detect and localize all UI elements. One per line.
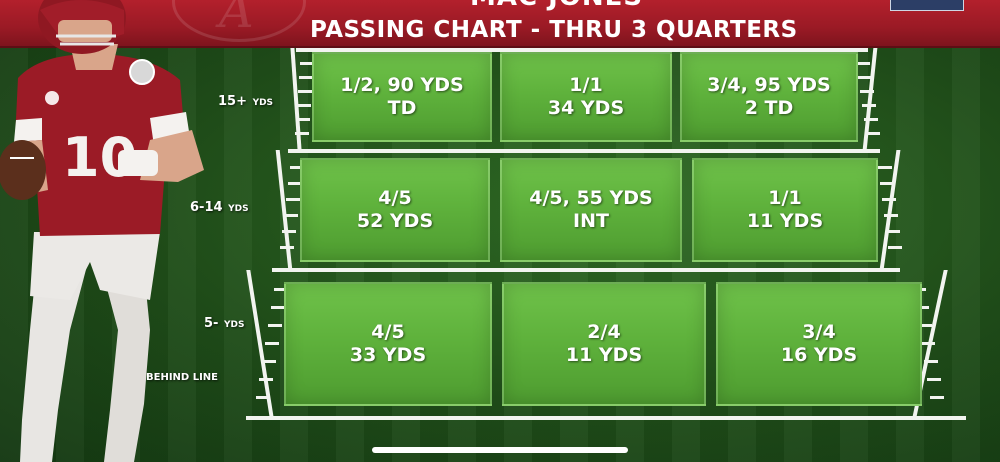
- zone-line1: 1/2, 90 YDS: [340, 74, 464, 96]
- zone-line2: TD: [387, 97, 417, 119]
- hash-mark: [866, 132, 880, 135]
- hash-mark: [930, 396, 944, 399]
- hash-mark: [921, 342, 935, 345]
- row-label-6-14: 6-14 YDS: [190, 196, 249, 215]
- zone-line2: 11 YDS: [565, 344, 643, 366]
- hash-mark: [295, 132, 309, 135]
- yard-line-scrimmage: [246, 416, 966, 420]
- hash-mark: [300, 62, 314, 65]
- hash-mark: [918, 324, 932, 327]
- zone-mid-middle: 4/5, 55 YDS INT: [500, 158, 682, 262]
- zone-deep-right: 3/4, 95 YDS 2 TD: [680, 52, 858, 142]
- hash-mark: [296, 118, 310, 121]
- zone-line1: 4/5, 55 YDS: [529, 187, 653, 209]
- hash-mark: [858, 76, 872, 79]
- hash-mark: [286, 198, 300, 201]
- jersey-number: 10: [62, 126, 137, 189]
- zone-deep-middle: 1/1 34 YDS: [500, 52, 672, 142]
- hash-mark: [262, 360, 276, 363]
- zone-line1: 3/4, 95 YDS: [707, 74, 831, 96]
- row-label-15-plus: 15+ YDS: [218, 90, 273, 109]
- hash-mark: [888, 246, 902, 249]
- hash-mark: [268, 324, 282, 327]
- row-label-value: 6-14: [190, 200, 223, 215]
- yard-line-15: [288, 149, 880, 153]
- zone-line1: 1/1: [768, 187, 802, 209]
- hash-mark: [284, 214, 298, 217]
- zone-line2: 16 YDS: [780, 344, 858, 366]
- zone-line1: 1/1: [569, 74, 603, 96]
- zone-line1: 4/5: [378, 187, 412, 209]
- player-name: MAC JONES: [470, 0, 643, 12]
- hash-mark: [880, 182, 894, 185]
- hash-mark: [299, 76, 313, 79]
- hash-mark: [884, 214, 898, 217]
- hash-mark: [915, 306, 929, 309]
- zone-short-left: 4/5 33 YDS: [284, 282, 492, 406]
- hash-mark: [288, 182, 302, 185]
- yard-line-6: [272, 268, 900, 272]
- hash-mark: [298, 90, 312, 93]
- hash-mark: [862, 104, 876, 107]
- hash-mark: [864, 118, 878, 121]
- hash-mark: [259, 378, 273, 381]
- player-image: 10: [0, 0, 204, 462]
- hash-mark: [856, 62, 870, 65]
- row-label-value: 5-: [204, 316, 219, 331]
- hash-mark: [274, 288, 288, 291]
- row-label-unit: BEHIND LINE: [146, 372, 218, 383]
- zone-mid-right: 1/1 11 YDS: [692, 158, 878, 262]
- zone-line1: 2/4: [587, 321, 621, 343]
- home-indicator: [372, 447, 628, 453]
- hash-mark: [927, 378, 941, 381]
- zone-line1: 3/4: [802, 321, 836, 343]
- hash-mark: [878, 166, 892, 169]
- zone-short-right: 3/4 16 YDS: [716, 282, 922, 406]
- hash-mark: [860, 90, 874, 93]
- zone-line2: 2 TD: [744, 97, 794, 119]
- chart-title: PASSING CHART - THRU 3 QUARTERS: [310, 17, 798, 43]
- yard-line-top: [296, 48, 868, 52]
- hash-mark: [882, 198, 896, 201]
- header-banner: MAC JONES PASSING CHART - THRU 3 QUARTER…: [0, 0, 1000, 48]
- hash-mark: [290, 166, 304, 169]
- hash-mark: [886, 230, 900, 233]
- zone-line2: 33 YDS: [349, 344, 427, 366]
- row-label-unit: YDS: [252, 98, 274, 108]
- row-label-behind-line: BEHIND LINE: [146, 365, 218, 384]
- hash-mark: [297, 104, 311, 107]
- zone-mid-left: 4/5 52 YDS: [300, 158, 490, 262]
- zone-line2: 52 YDS: [356, 210, 434, 232]
- row-label-unit: YDS: [224, 320, 245, 330]
- zone-deep-left: 1/2, 90 YDS TD: [312, 52, 492, 142]
- zone-line1: 4/5: [371, 321, 405, 343]
- zone-line2: 34 YDS: [547, 97, 625, 119]
- zone-line2: INT: [573, 210, 609, 232]
- row-label-value: 15+: [218, 94, 247, 109]
- hash-mark: [282, 230, 296, 233]
- zone-short-middle: 2/4 11 YDS: [502, 282, 706, 406]
- network-logo: [890, 0, 964, 11]
- hash-mark: [256, 396, 270, 399]
- row-label-unit: YDS: [228, 204, 249, 214]
- hash-mark: [924, 360, 938, 363]
- hash-mark: [265, 342, 279, 345]
- row-label-5-minus: 5- YDS: [204, 312, 245, 331]
- zone-line2: 11 YDS: [746, 210, 824, 232]
- hash-mark: [271, 306, 285, 309]
- hash-mark: [280, 246, 294, 249]
